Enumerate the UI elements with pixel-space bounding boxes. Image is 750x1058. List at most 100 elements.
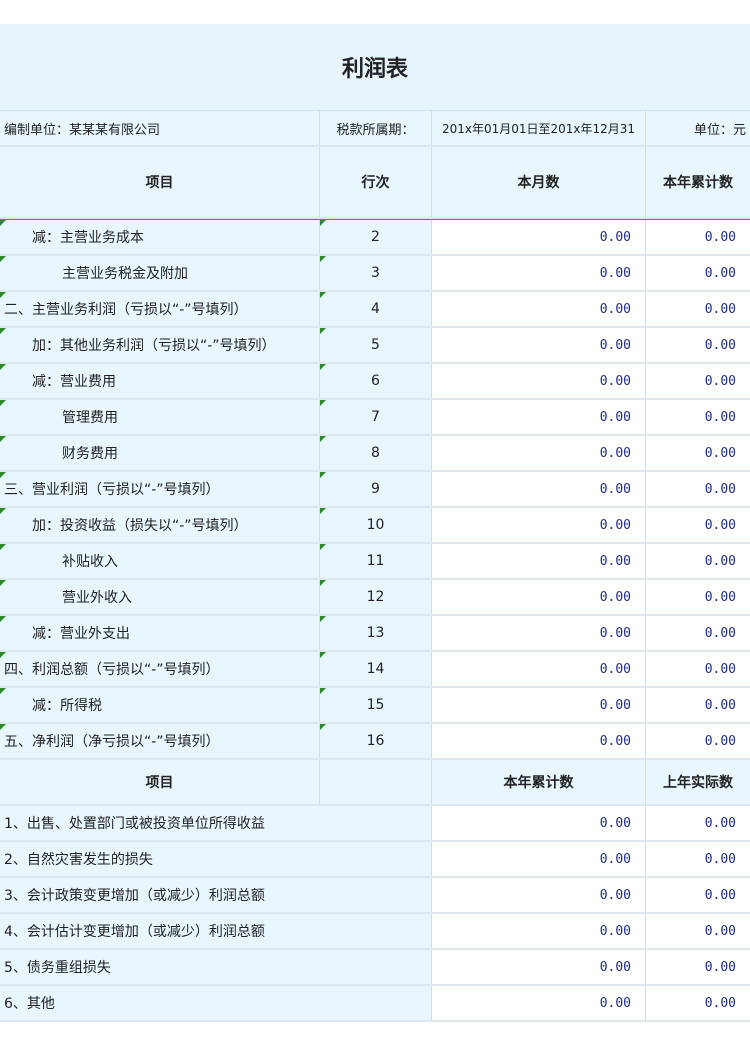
table-body: 减：主营业务成本 2 0.00 0.00 主营业务税金及附加 3 0.00 0.…	[0, 219, 750, 760]
row-item: 管理费用	[0, 400, 320, 434]
month-value-input[interactable]: 0.00	[432, 364, 646, 398]
year-value-input[interactable]: 0.00	[432, 914, 646, 948]
year-value-input[interactable]: 0.00	[646, 472, 750, 506]
header-year: 本年累计数	[663, 175, 733, 191]
year-value-input[interactable]: 0.00	[646, 652, 750, 686]
row-item: 主营业务税金及附加	[0, 256, 320, 290]
year-value-input[interactable]: 0.00	[646, 544, 750, 578]
row-line: 16	[320, 724, 432, 758]
table-row: 营业外收入 12 0.00 0.00	[0, 580, 750, 616]
year-value-input[interactable]: 0.00	[646, 256, 750, 290]
income-statement: 利润表 编制单位：某某某有限公司 税款所属期： 201x年01月01日至201x…	[0, 24, 750, 1022]
month-value-input[interactable]: 0.00	[432, 292, 646, 326]
table-row: 三、营业利润（亏损以“-”号填列） 9 0.00 0.00	[0, 472, 750, 508]
row-item: 6、其他	[0, 986, 432, 1020]
prev-year-value-input[interactable]: 0.00	[646, 842, 750, 876]
year-value-input[interactable]: 0.00	[646, 292, 750, 326]
month-value-input[interactable]: 0.00	[432, 724, 646, 758]
month-value-input[interactable]: 0.00	[432, 652, 646, 686]
prev-year-value-input[interactable]: 0.00	[646, 806, 750, 840]
prev-year-value-input[interactable]: 0.00	[646, 950, 750, 984]
company-label: 编制单位：某某某有限公司	[0, 111, 320, 145]
row-line: 11	[320, 544, 432, 578]
row-line: 15	[320, 688, 432, 722]
year-value-input[interactable]: 0.00	[646, 328, 750, 362]
header-line: 行次	[320, 147, 432, 217]
table-row: 3、会计政策变更增加（或减少）利润总额 0.00 0.00	[0, 878, 750, 914]
table-row: 加：投资收益（损失以“-”号填列） 10 0.00 0.00	[0, 508, 750, 544]
month-value-input[interactable]: 0.00	[432, 400, 646, 434]
row-item: 三、营业利润（亏损以“-”号填列）	[0, 472, 320, 506]
month-value-input[interactable]: 0.00	[432, 436, 646, 470]
month-value-input[interactable]: 0.00	[432, 508, 646, 542]
row-item: 2、自然灾害发生的损失	[0, 842, 432, 876]
table-row: 加：其他业务利润（亏损以“-”号填列） 5 0.00 0.00	[0, 328, 750, 364]
row-line: 3	[320, 256, 432, 290]
month-value-input[interactable]: 0.00	[432, 328, 646, 362]
table-row: 1、出售、处置部门或被投资单位所得收益 0.00 0.00	[0, 806, 750, 842]
header2-prev: 上年实际数	[663, 775, 733, 791]
prev-year-value-input[interactable]: 0.00	[646, 986, 750, 1020]
row-line: 6	[320, 364, 432, 398]
info-row: 编制单位：某某某有限公司 税款所属期： 201x年01月01日至201x年12月…	[0, 111, 750, 147]
month-value-input[interactable]: 0.00	[432, 220, 646, 254]
header-month: 本月数	[432, 147, 646, 217]
table-header-2: 项目 本年累计数 上年实际数	[0, 760, 750, 806]
currency-label: 单位：元	[693, 122, 746, 138]
month-value-input[interactable]: 0.00	[432, 544, 646, 578]
row-item: 加：其他业务利润（亏损以“-”号填列）	[0, 328, 320, 362]
year-value-input[interactable]: 0.00	[646, 364, 750, 398]
year-value-input[interactable]: 0.00	[432, 878, 646, 912]
row-item: 二、主营业务利润（亏损以“-”号填列）	[0, 292, 320, 326]
row-line: 9	[320, 472, 432, 506]
row-line: 2	[320, 220, 432, 254]
header-item: 项目	[0, 147, 320, 217]
header2-item: 项目	[0, 760, 320, 804]
year-value-input[interactable]: 0.00	[646, 220, 750, 254]
month-value-input[interactable]: 0.00	[432, 472, 646, 506]
year-value-input[interactable]: 0.00	[432, 842, 646, 876]
row-line: 12	[320, 580, 432, 614]
year-value-input[interactable]: 0.00	[432, 806, 646, 840]
table-row: 五、净利润（净亏损以“-”号填列） 16 0.00 0.00	[0, 724, 750, 760]
period-value: 201x年01月01日至201x年12月31	[432, 111, 646, 145]
header2-year: 本年累计数	[432, 760, 646, 804]
row-line: 14	[320, 652, 432, 686]
table-header: 项目 行次 本月数 本年累计数	[0, 147, 750, 219]
year-value-input[interactable]: 0.00	[432, 950, 646, 984]
table-row: 6、其他 0.00 0.00	[0, 986, 750, 1022]
row-item: 3、会计政策变更增加（或减少）利润总额	[0, 878, 432, 912]
month-value-input[interactable]: 0.00	[432, 580, 646, 614]
row-item: 补贴收入	[0, 544, 320, 578]
prev-year-value-input[interactable]: 0.00	[646, 878, 750, 912]
row-item: 减：营业外支出	[0, 616, 320, 650]
month-value-input[interactable]: 0.00	[432, 616, 646, 650]
month-value-input[interactable]: 0.00	[432, 688, 646, 722]
year-value-input[interactable]: 0.00	[646, 400, 750, 434]
row-item: 4、会计估计变更增加（或减少）利润总额	[0, 914, 432, 948]
year-value-input[interactable]: 0.00	[646, 688, 750, 722]
table-row: 2、自然灾害发生的损失 0.00 0.00	[0, 842, 750, 878]
prev-year-value-input[interactable]: 0.00	[646, 914, 750, 948]
year-value-input[interactable]: 0.00	[646, 508, 750, 542]
table-row: 减：营业费用 6 0.00 0.00	[0, 364, 750, 400]
table-row: 财务费用 8 0.00 0.00	[0, 436, 750, 472]
table-row: 减：所得税 15 0.00 0.00	[0, 688, 750, 724]
table-body-2: 1、出售、处置部门或被投资单位所得收益 0.00 0.00 2、自然灾害发生的损…	[0, 806, 750, 1022]
row-item: 财务费用	[0, 436, 320, 470]
year-value-input[interactable]: 0.00	[646, 580, 750, 614]
row-item: 减：营业费用	[0, 364, 320, 398]
year-value-input[interactable]: 0.00	[432, 986, 646, 1020]
year-value-input[interactable]: 0.00	[646, 436, 750, 470]
row-item: 四、利润总额（亏损以“-”号填列）	[0, 652, 320, 686]
table-row: 5、债务重组损失 0.00 0.00	[0, 950, 750, 986]
table-row: 减：主营业务成本 2 0.00 0.00	[0, 220, 750, 256]
period-label: 税款所属期：	[320, 111, 432, 145]
year-value-input[interactable]: 0.00	[646, 724, 750, 758]
row-item: 五、净利润（净亏损以“-”号填列）	[0, 724, 320, 758]
month-value-input[interactable]: 0.00	[432, 256, 646, 290]
table-row: 补贴收入 11 0.00 0.00	[0, 544, 750, 580]
page-title: 利润表	[0, 24, 750, 111]
row-item: 减：所得税	[0, 688, 320, 722]
year-value-input[interactable]: 0.00	[646, 616, 750, 650]
